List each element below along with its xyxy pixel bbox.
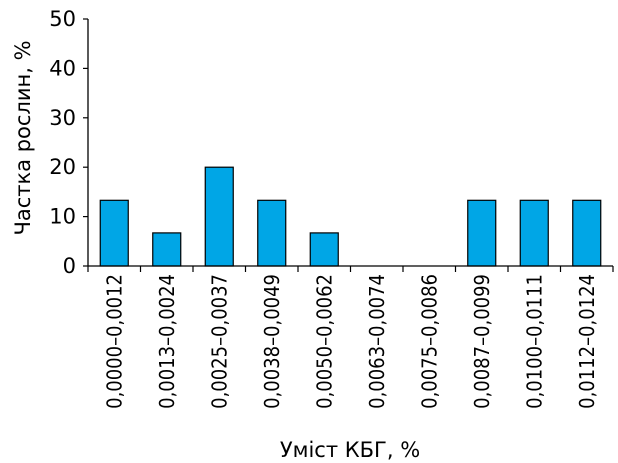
x-tick-label: 0,0075–0,0086	[417, 274, 441, 409]
y-tick-label: 10	[49, 205, 76, 229]
bar	[152, 232, 182, 267]
y-tick-label: 30	[49, 106, 76, 130]
y-tick-label: 50	[49, 7, 76, 31]
axes-group	[83, 18, 614, 272]
y-tick-label: 0	[63, 254, 76, 278]
x-tick-label: 0,0112–0,0124	[575, 274, 599, 409]
bar	[467, 199, 497, 267]
x-tick-label: 0,0000–0,0012	[102, 274, 126, 409]
bar	[99, 199, 129, 267]
labels-group: 0 10 20 30 40 50 0,0000–0,0012 0,0013–0,0024 0,0…	[49, 7, 598, 409]
bar	[519, 199, 549, 267]
x-tick-label: 0,0050–0,0062	[312, 274, 336, 409]
x-tick-label: 0,0087–0,0099	[470, 274, 494, 409]
y-tick-label: 40	[49, 56, 76, 80]
x-tick-label: 0,0100–0,0111	[522, 274, 546, 409]
x-tick-label: 0,0063–0,0074	[365, 274, 389, 409]
y-axis-title: Частка рослин, %	[11, 40, 35, 235]
bar	[309, 232, 339, 267]
x-axis-title: Уміст КБГ, %	[280, 438, 420, 462]
x-tick-label: 0,0013–0,0024	[155, 274, 179, 409]
bars-group	[99, 166, 602, 267]
x-tick-label: 0,0025–0,0037	[207, 274, 231, 409]
x-tick-label: 0,0038–0,0049	[260, 274, 284, 409]
bar	[572, 199, 602, 267]
bar	[204, 166, 234, 267]
bar	[257, 199, 287, 267]
y-tick-label: 20	[49, 155, 76, 179]
